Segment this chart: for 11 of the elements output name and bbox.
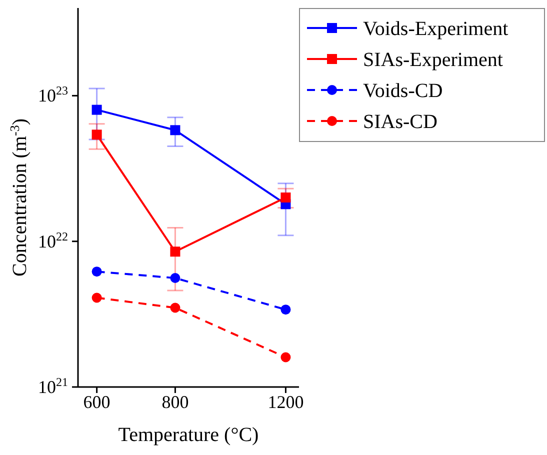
x-tick-label: 600 [83, 392, 110, 412]
legend-label: Voids-CD [363, 80, 443, 102]
legend-label: SIAs-CD [363, 111, 438, 133]
legend-label: SIAs-Experiment [363, 49, 504, 71]
y-tick-label: 10$^{21}$ [38, 375, 68, 397]
y-tick-label: 10$^{22}$ [38, 229, 68, 252]
y-tick-label: 10$^{23}$ [38, 84, 68, 106]
x-tick-label: 800 [162, 392, 189, 412]
x-tick-label: 1200 [268, 392, 304, 412]
legend-label: Voids-Experiment [363, 18, 509, 40]
x-axis-title: Temperature (°C) [118, 424, 259, 446]
